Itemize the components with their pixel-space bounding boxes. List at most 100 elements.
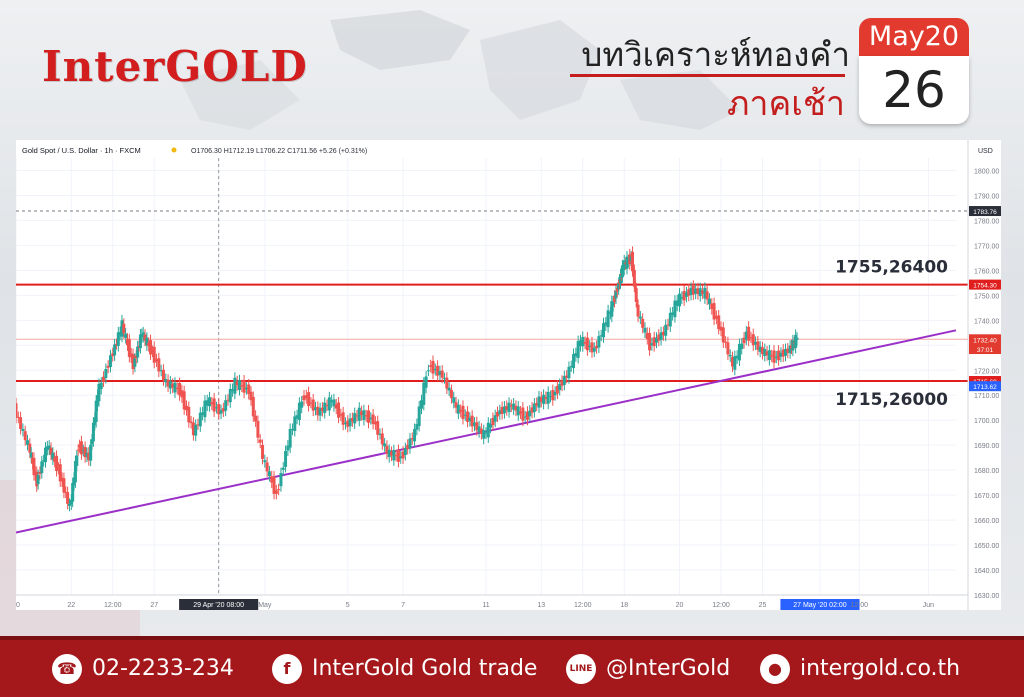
candle-body [14,403,18,418]
candle-body [221,408,225,412]
candle-body [456,404,460,414]
candle-body [196,424,200,426]
footer-website[interactable]: ● intergold.co.th [760,640,960,697]
ohlc-label: O1706.30 H1712.19 L1706.22 C1711.56 +5.2… [191,148,367,155]
candle-body [606,310,610,328]
candle-body [791,340,795,351]
candle-body [447,387,451,391]
x-tick-label: 18 [620,602,628,609]
candle-body [419,400,423,409]
candle-body [16,416,20,418]
candle-body [615,287,619,292]
footer-line[interactable]: LINE @InterGold [566,640,730,697]
candle-body [735,355,739,359]
candle-body [235,381,239,386]
candle-body [742,337,746,344]
candle-body [470,415,474,427]
candle-body [576,341,580,358]
candle-body [588,345,592,347]
candle-body [760,347,764,355]
candle-body [69,499,73,505]
y-tick-label: 1790.00 [974,193,999,200]
candle-body [650,343,654,346]
candle-body [507,402,511,413]
candle-body [219,410,223,414]
candle-body [42,460,46,462]
candle-body [516,406,520,416]
candle-body [258,439,262,443]
price-series [14,246,799,512]
candle-body [254,415,258,422]
candle-body [47,445,51,450]
candle-body [786,348,790,353]
candle-body [357,407,361,421]
candle-body [717,315,721,330]
candle-body [263,460,267,463]
footer-bar: ☎ 02-2233-234 f InterGold Gold trade LIN… [0,636,1024,697]
price-tag-box [969,279,1001,290]
candle-body [267,471,271,477]
candle-body [765,351,769,356]
candle-body [440,370,444,378]
candle-body [286,445,290,451]
x-tick-label: 12:00 [104,602,122,609]
candle-body [668,312,672,327]
candle-body [99,382,103,389]
candle-body [36,475,40,485]
candle-body [210,402,214,405]
footer-phone[interactable]: ☎ 02-2233-234 [52,640,234,697]
candle-body [171,383,175,388]
candle-body [592,347,596,352]
candle-body [659,332,663,340]
candle-body [83,446,87,458]
candle-body [546,391,550,404]
footer-facebook[interactable]: f InterGold Gold trade [272,640,537,697]
candle-body [233,377,237,394]
candle-body [673,300,677,318]
candle-body [104,369,108,378]
candle-body [572,354,576,369]
candle-body [75,455,79,466]
candle-body [217,404,221,415]
candle-body [461,405,465,419]
candle-body [242,380,246,393]
candle-body [459,409,463,412]
candle-body [383,443,387,447]
candle-body [173,382,177,393]
page-subtitle: ภาคเช้า [726,84,845,124]
candle-body [240,385,244,387]
candle-body [79,441,83,455]
candle-body [445,377,449,389]
candle-body [97,383,101,402]
candle-body [224,400,228,411]
y-tick-label: 1760.00 [974,268,999,275]
candle-body [182,391,186,410]
candle-body [565,375,569,378]
candle-body [261,444,265,459]
candle-body [228,388,232,403]
resistance-label: 1755,26400 [835,258,948,278]
candle-body [562,376,566,385]
candle-body [378,433,382,435]
candle-body [201,412,205,415]
candle-body [23,431,27,441]
candle-body [401,451,405,459]
candle-body [367,410,370,423]
candle-body [277,489,281,491]
status-dot-icon [171,147,177,153]
candle-body [633,285,637,289]
candle-body [551,390,555,401]
candle-body [157,358,161,372]
candle-body [726,342,730,355]
candle-body [774,356,778,358]
candle-body [55,455,59,471]
candle-body [539,397,543,402]
candle-body [424,376,428,388]
candle-body [214,407,218,409]
candle-body [353,413,357,424]
candle-body [784,349,788,356]
candle-body [334,404,338,409]
candle-body [175,387,179,389]
candle-body [323,402,327,414]
candle-body [454,402,458,408]
